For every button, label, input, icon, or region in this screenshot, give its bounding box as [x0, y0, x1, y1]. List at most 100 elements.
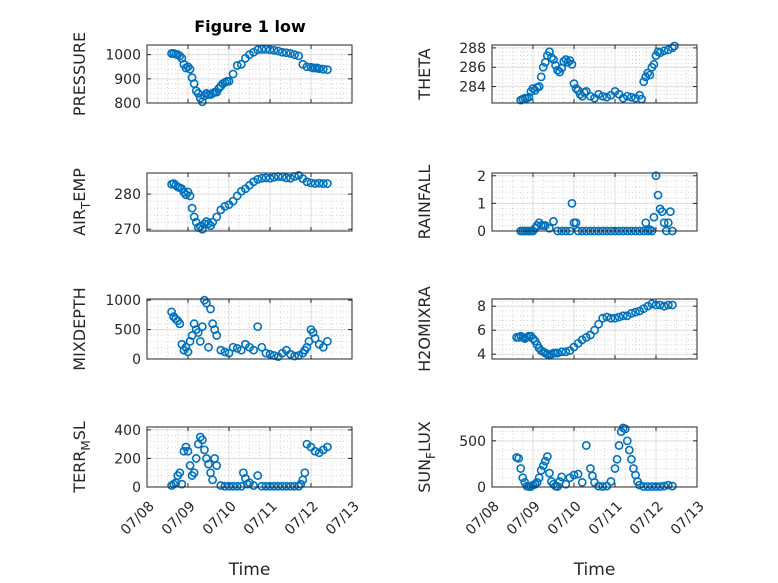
data-point [665, 207, 675, 217]
data-point [183, 446, 193, 456]
y-axis-label: H2OMIXRA [415, 286, 434, 372]
data-point [645, 70, 655, 80]
data-point [651, 300, 661, 310]
data-point [569, 470, 579, 480]
data-point [175, 51, 185, 61]
data-point [549, 216, 558, 226]
data-point [257, 481, 267, 491]
data-point [199, 91, 209, 101]
data-point [553, 348, 562, 358]
data-point [265, 173, 275, 183]
data-point [257, 44, 267, 54]
subplot-3: 270 280 AIRTEMP [70, 168, 353, 238]
data-point [547, 53, 556, 62]
data-point [612, 454, 622, 464]
data-point [204, 219, 213, 229]
data-point [302, 177, 312, 187]
subplot-6: 4 6 8 H2OMIXRA [415, 286, 698, 372]
data-point [185, 64, 195, 74]
data-point [286, 349, 295, 359]
data-point [657, 207, 667, 217]
data-point [236, 59, 246, 69]
axes-box [491, 426, 698, 488]
data-point [561, 347, 571, 357]
data-point [253, 45, 263, 55]
data-point [590, 325, 599, 335]
data-point [614, 441, 624, 450]
data-point [514, 453, 524, 463]
data-point [538, 461, 548, 471]
data-point [318, 179, 328, 188]
y-tick-label: 1 [477, 196, 486, 212]
data-point [177, 479, 187, 489]
data-point [281, 481, 291, 491]
data-point [257, 342, 267, 352]
data-point [269, 172, 279, 182]
data-point [627, 92, 636, 102]
data-point [530, 479, 540, 489]
data-point [655, 300, 665, 310]
data-point [281, 173, 291, 183]
axes-box [146, 44, 353, 104]
y-tick-label: 1000 [105, 293, 141, 309]
data-point [561, 479, 571, 489]
data-point [197, 224, 207, 234]
data-point [208, 217, 217, 227]
data-point [220, 481, 230, 491]
data-point [212, 331, 222, 340]
axes-box [491, 44, 698, 104]
y-tick-label: 270 [114, 222, 141, 238]
data-point [563, 58, 573, 67]
data-point [204, 459, 213, 469]
data-point [202, 298, 211, 308]
data-point [649, 59, 659, 69]
y-tick-label: 4 [477, 347, 486, 363]
data-point [598, 91, 608, 101]
data-point [655, 48, 665, 58]
data-point [228, 69, 238, 79]
data-point [306, 178, 316, 188]
data-point [179, 446, 189, 456]
y-axis-label: PRESSURE [70, 32, 89, 116]
data-point [322, 179, 332, 188]
subplot-1: 800 900 1000 PRESSURE [70, 32, 353, 116]
data-point [202, 454, 211, 463]
data-point [663, 480, 673, 490]
data-point [635, 480, 644, 490]
data-point [189, 468, 199, 478]
data-point [518, 473, 528, 483]
data-point [516, 464, 526, 473]
data-point [212, 212, 222, 222]
data-point [670, 41, 679, 51]
data-point [322, 336, 332, 346]
data-point [594, 89, 603, 99]
data-point [232, 481, 242, 491]
data-point [253, 174, 263, 184]
data-point [269, 481, 279, 491]
data-point [643, 68, 653, 78]
y-tick-label: 500 [459, 434, 486, 450]
data-point [197, 322, 207, 332]
data-point [296, 479, 306, 489]
data-point [183, 347, 193, 357]
data-point [294, 481, 304, 491]
data-point [310, 334, 320, 343]
data-point [185, 461, 195, 470]
data-point [261, 44, 271, 54]
data-point [228, 196, 238, 206]
data-point [659, 481, 669, 491]
data-point [620, 424, 630, 434]
data-point [216, 481, 226, 490]
y-axis-label: TERRMSL [70, 421, 93, 494]
data-point [571, 84, 581, 93]
data-point [614, 312, 624, 322]
data-point [322, 65, 332, 75]
y-axis-label: AIRTEMP [70, 168, 93, 236]
data-point [559, 57, 569, 66]
data-point [659, 46, 669, 56]
y-tick-label: 8 [477, 299, 486, 315]
data-point [586, 91, 595, 101]
data-point [310, 446, 320, 456]
data-point [228, 481, 238, 491]
